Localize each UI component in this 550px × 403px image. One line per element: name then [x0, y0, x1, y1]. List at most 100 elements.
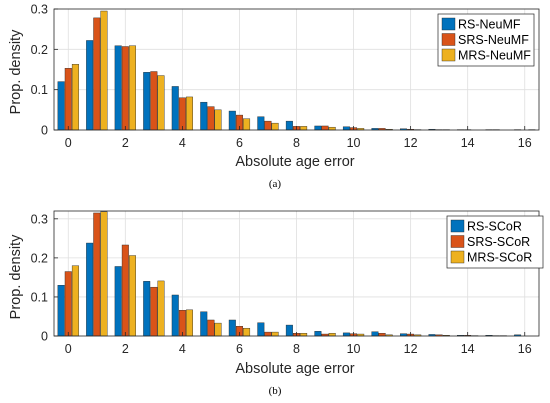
x-axis-label-a: Absolute age error: [235, 154, 354, 170]
legend-swatch-mrs-neumf: [441, 48, 456, 62]
bar-rs-neumf-9: [314, 125, 322, 131]
bar-srs-neumf-4: [178, 97, 186, 131]
caption-b: (b): [269, 385, 282, 397]
x-tick-label-b-14: 14: [461, 342, 475, 356]
bar-rs-scor-3: [143, 281, 151, 337]
bar-mrs-scor-8: [300, 333, 308, 337]
x-tick-label-b-10: 10: [347, 342, 361, 356]
bar-srs-scor-2: [121, 244, 129, 337]
x-axis-label-b: Absolute age error: [235, 361, 354, 377]
bar-srs-neumf-5: [207, 106, 215, 131]
bar-rs-scor-0: [57, 285, 65, 337]
bar-rs-neumf-3: [143, 72, 151, 131]
legend-swatch-srs-scor: [450, 235, 465, 248]
bar-mrs-neumf-6: [243, 118, 251, 131]
legend-label-mrs-scor: MRS-SCoR: [467, 251, 532, 265]
x-tick-label-a-8: 8: [293, 136, 300, 150]
bar-srs-scor-5: [207, 319, 215, 337]
x-tick-label-a-4: 4: [179, 136, 186, 150]
bar-rs-scor-10: [342, 332, 350, 337]
bar-mrs-scor-4: [186, 309, 193, 337]
bar-rs-neumf-4: [171, 86, 179, 131]
bar-srs-neumf-2: [121, 46, 129, 131]
bar-mrs-neumf-1: [100, 10, 108, 131]
x-tick-label-a-6: 6: [236, 136, 243, 150]
legend-swatch-srs-neumf: [441, 33, 456, 46]
bar-mrs-scor-0: [71, 265, 79, 337]
bar-mrs-scor-3: [157, 280, 165, 337]
bar-mrs-scor-7: [271, 331, 279, 337]
legend-swatch-rs-neumf: [441, 17, 456, 31]
x-tick-label-a-12: 12: [404, 136, 418, 150]
bar-rs-scor-2: [114, 266, 122, 337]
legend-label-rs-scor: RS-SCoR: [467, 220, 522, 234]
bar-rs-neumf-1: [86, 40, 94, 131]
bar-rs-neumf-7: [257, 116, 265, 131]
bar-mrs-scor-2: [128, 255, 136, 337]
bar-rs-scor-11: [371, 331, 379, 337]
bar-mrs-neumf-2: [128, 45, 136, 131]
x-tick-label-a-2: 2: [122, 136, 129, 150]
caption-a: (a): [269, 178, 282, 190]
bar-rs-neumf-10: [342, 126, 350, 131]
legend-swatch-rs-scor: [450, 219, 465, 233]
x-tick-label-b-8: 8: [293, 342, 300, 356]
bar-rs-neumf-0: [57, 81, 65, 131]
bar-srs-neumf-3: [150, 71, 158, 131]
x-tick-label-a-0: 0: [65, 136, 72, 150]
bar-mrs-neumf-8: [300, 126, 308, 131]
bar-rs-scor-9: [314, 331, 322, 337]
legend-label-rs-neumf: RS-NeuMF: [458, 18, 521, 32]
x-tick-label-b-6: 6: [236, 342, 243, 356]
x-tick-label-a-10: 10: [347, 136, 361, 150]
bar-srs-neumf-7: [264, 120, 272, 131]
bar-srs-neumf-9: [321, 125, 329, 131]
bar-mrs-neumf-3: [157, 75, 165, 131]
bar-srs-neumf-0: [64, 68, 72, 131]
bar-mrs-scor-5: [214, 322, 222, 337]
x-tick-label-a-16: 16: [518, 136, 532, 150]
y-tick-label-a-0.1: 0.1: [31, 83, 48, 97]
bar-mrs-neumf-9: [328, 126, 336, 131]
bar-mrs-neumf-5: [214, 109, 222, 131]
bar-mrs-neumf-7: [271, 122, 279, 131]
bar-mrs-scor-6: [243, 327, 251, 337]
chart-panel-b: Prop. density Absolute age error (b) 0 2 4…: [8, 210, 544, 397]
bar-mrs-scor-1: [100, 211, 108, 337]
legend-swatch-mrs-scor: [450, 250, 465, 264]
y-tick-label-b-0.3: 0.3: [31, 212, 48, 226]
bar-rs-neumf-2: [114, 45, 122, 131]
bar-rs-scor-6: [228, 319, 236, 337]
bar-srs-neumf-1: [93, 17, 101, 131]
x-tick-label-b-4: 4: [179, 342, 186, 356]
bar-srs-scor-3: [150, 286, 158, 337]
y-tick-label-a-0: 0: [41, 124, 48, 138]
y-tick-label-b-0.1: 0.1: [31, 290, 48, 304]
x-tick-label-b-16: 16: [518, 342, 532, 356]
bar-rs-scor-8: [285, 324, 293, 337]
bar-srs-scor-7: [264, 331, 272, 337]
bar-srs-scor-1: [93, 212, 101, 337]
bar-rs-scor-1: [86, 242, 94, 337]
legend-label-srs-scor: SRS-SCoR: [467, 235, 530, 249]
y-axis-label-b: Prop. density: [8, 234, 24, 319]
bar-mrs-neumf-0: [71, 64, 79, 131]
y-tick-label-a-0.2: 0.2: [31, 43, 48, 57]
y-tick-label-a-0.3: 0.3: [31, 3, 48, 17]
chart-panel-a: Prop. density Absolute age error (a) 0 2 4…: [8, 3, 540, 190]
x-tick-label-b-12: 12: [404, 342, 418, 356]
bar-rs-scor-5: [200, 311, 208, 337]
bar-rs-scor-4: [171, 294, 179, 337]
y-tick-label-b-0: 0: [41, 330, 48, 344]
bar-rs-neumf-5: [200, 101, 208, 131]
legend-label-srs-neumf: SRS-NeuMF: [458, 33, 529, 47]
y-axis-label-a: Prop. density: [8, 29, 24, 114]
bar-mrs-neumf-4: [186, 96, 193, 131]
x-tick-label-b-0: 0: [65, 342, 72, 356]
bar-srs-scor-0: [64, 271, 72, 337]
legend-label-mrs-neumf: MRS-NeuMF: [458, 49, 531, 63]
bar-srs-scor-11: [378, 333, 386, 337]
x-tick-label-a-14: 14: [461, 136, 475, 150]
bar-rs-neumf-6: [228, 110, 236, 131]
